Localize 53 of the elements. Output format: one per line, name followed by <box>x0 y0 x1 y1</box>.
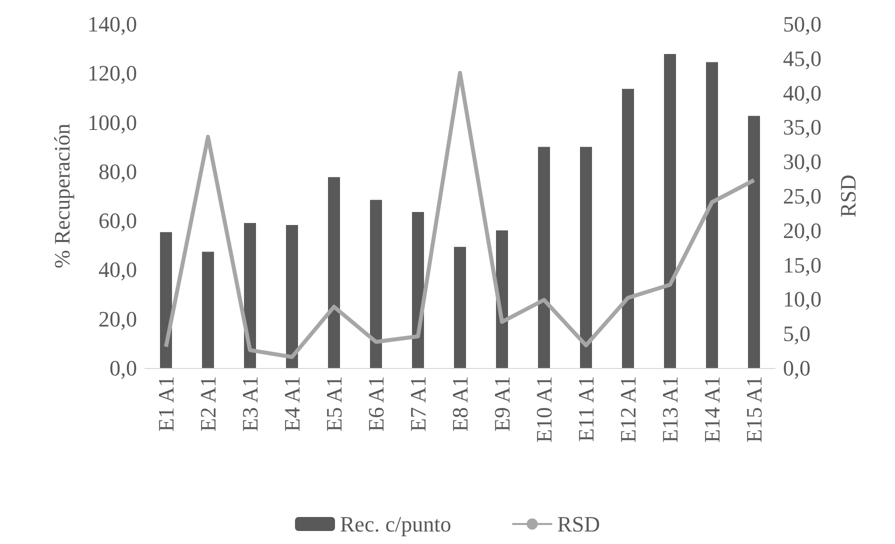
y-tick-label: 140,0 <box>88 12 137 36</box>
bar <box>622 88 634 368</box>
x-tick-label: E6 A1 <box>364 376 388 432</box>
y2-tick-label: 5,0 <box>783 321 810 346</box>
legend-label: RSD <box>557 512 600 536</box>
y-axis-title: % Recuperación <box>50 124 74 268</box>
line-series <box>164 70 756 359</box>
y2-tick-label: 45,0 <box>783 46 822 71</box>
bar <box>160 232 172 368</box>
bar <box>286 224 298 368</box>
y-tick-label: 100,0 <box>88 110 137 135</box>
bar <box>328 177 340 368</box>
x-tick-label: E1 A1 <box>154 376 178 432</box>
bar <box>580 146 592 368</box>
y2-axis-title: RSD <box>836 174 860 218</box>
y-tick-label: 40,0 <box>98 257 137 282</box>
bar <box>244 223 256 368</box>
y2-tick-label: 25,0 <box>783 184 822 208</box>
x-tick-label: E10 A1 <box>532 376 556 443</box>
x-tick-label: E8 A1 <box>448 376 472 432</box>
y2-tick-label: 40,0 <box>783 80 822 106</box>
bar <box>202 252 214 368</box>
x-tick-label: E11 A1 <box>574 376 598 442</box>
y-tick-label: 80,0 <box>98 158 137 184</box>
x-tick-label: E3 A1 <box>238 376 262 432</box>
y-tick-label: 120,0 <box>88 60 137 86</box>
y2-tick-label: 20,0 <box>783 218 822 243</box>
y-tick-label: 20,0 <box>98 306 137 332</box>
y2-tick-label: 15,0 <box>783 252 822 278</box>
y-tick-label: 60,0 <box>98 208 137 234</box>
x-tick-label: E13 A1 <box>658 376 682 443</box>
y-tick-label: 0,0 <box>110 356 137 380</box>
x-tick-label: E9 A1 <box>490 376 514 432</box>
y2-tick-label: 0,0 <box>783 356 810 380</box>
x-tick-label: E12 A1 <box>616 376 640 443</box>
bar <box>706 62 718 368</box>
x-tick-label: E4 A1 <box>280 376 304 432</box>
x-tick-label: E15 A1 <box>742 376 766 443</box>
bar <box>370 200 382 368</box>
y2-tick-label: 35,0 <box>783 114 822 140</box>
y2-tick-label: 10,0 <box>783 286 822 312</box>
bar <box>454 246 466 368</box>
bar <box>538 146 550 368</box>
legend-label: Rec. c/punto <box>340 512 452 536</box>
y2-tick-label: 50,0 <box>783 12 822 36</box>
x-tick-label: E2 A1 <box>196 376 220 432</box>
y2-tick-label: 30,0 <box>783 149 822 174</box>
bar <box>664 54 676 368</box>
x-tick-label: E7 A1 <box>406 376 430 432</box>
bar <box>412 212 424 368</box>
bar <box>748 116 760 368</box>
x-tick-label: E14 A1 <box>700 376 724 443</box>
x-tick-label: E5 A1 <box>322 376 346 432</box>
